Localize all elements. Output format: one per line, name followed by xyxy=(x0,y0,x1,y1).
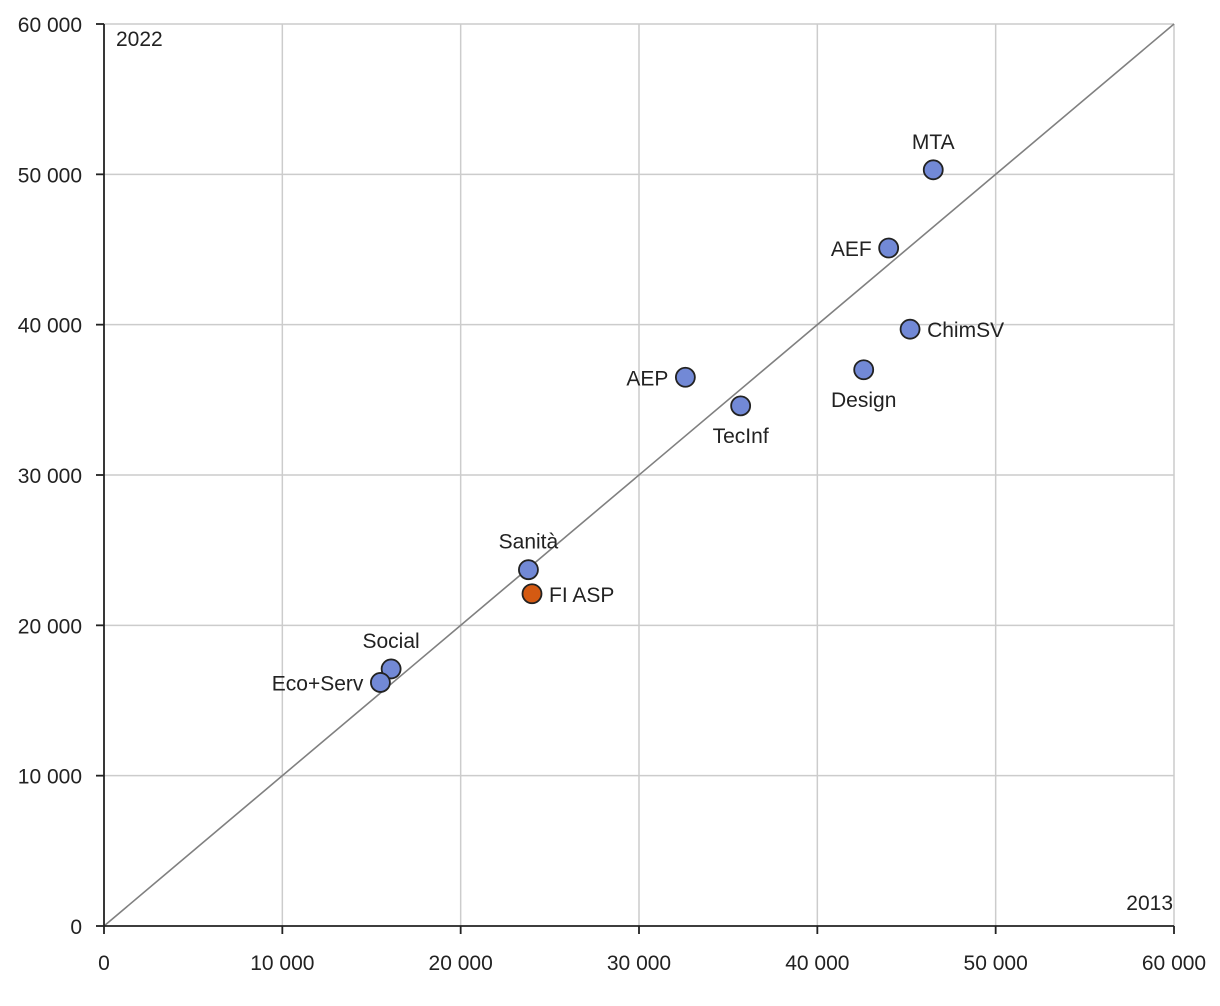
y-tick-label: 50 000 xyxy=(18,164,82,187)
point-label: ChimSV xyxy=(927,319,1004,342)
y-tick-label: 30 000 xyxy=(18,465,82,488)
reference-diagonal-line xyxy=(103,23,1175,927)
data-point xyxy=(730,395,752,417)
data-point xyxy=(853,359,875,381)
y-tick-label: 40 000 xyxy=(18,315,82,338)
y-tick-label: 60 000 xyxy=(18,14,82,37)
point-label: TecInf xyxy=(713,425,769,448)
point-label: Eco+Serv xyxy=(272,672,364,695)
point-label: MTA xyxy=(912,131,955,154)
x-tick-label: 10 000 xyxy=(250,952,314,975)
point-label: AEF xyxy=(831,238,872,261)
data-point xyxy=(878,237,900,259)
x-tick-label: 30 000 xyxy=(607,952,671,975)
data-point xyxy=(380,658,402,680)
point-label: Social xyxy=(363,630,420,653)
point-label: Design xyxy=(831,389,896,412)
y-axis-ticks: 0 10 000 20 000 30 000 40 000 50 000 60 000 xyxy=(18,14,104,939)
data-point xyxy=(674,366,696,388)
point-label: AEP xyxy=(626,367,668,390)
data-point xyxy=(518,559,539,581)
x-axis-ticks: 0 10 000 20 000 30 000 40 000 50 000 60 000 xyxy=(98,926,1206,975)
x-tick-label: 40 000 xyxy=(785,952,849,975)
data-points xyxy=(370,159,944,693)
x-tick-label: 0 xyxy=(98,952,110,975)
y-tick-label: 0 xyxy=(70,916,82,939)
point-labels: MTA AEF ChimSV Design AEP TecInf Sanità FI ASP S… xyxy=(272,131,1004,696)
data-point xyxy=(922,159,944,181)
x-tick-label: 60 000 xyxy=(1142,952,1206,975)
x-axis-title: 2013 xyxy=(1126,892,1173,915)
x-tick-label: 20 000 xyxy=(429,952,493,975)
y-axis-title: 2022 xyxy=(116,28,163,51)
point-label: FI ASP xyxy=(549,584,614,607)
point-label: Sanità xyxy=(499,531,559,554)
x-tick-label: 50 000 xyxy=(964,952,1028,975)
y-tick-label: 20 000 xyxy=(18,615,82,638)
data-point xyxy=(521,583,543,605)
y-tick-label: 10 000 xyxy=(18,766,82,789)
data-point xyxy=(899,318,921,340)
data-point xyxy=(370,672,391,693)
